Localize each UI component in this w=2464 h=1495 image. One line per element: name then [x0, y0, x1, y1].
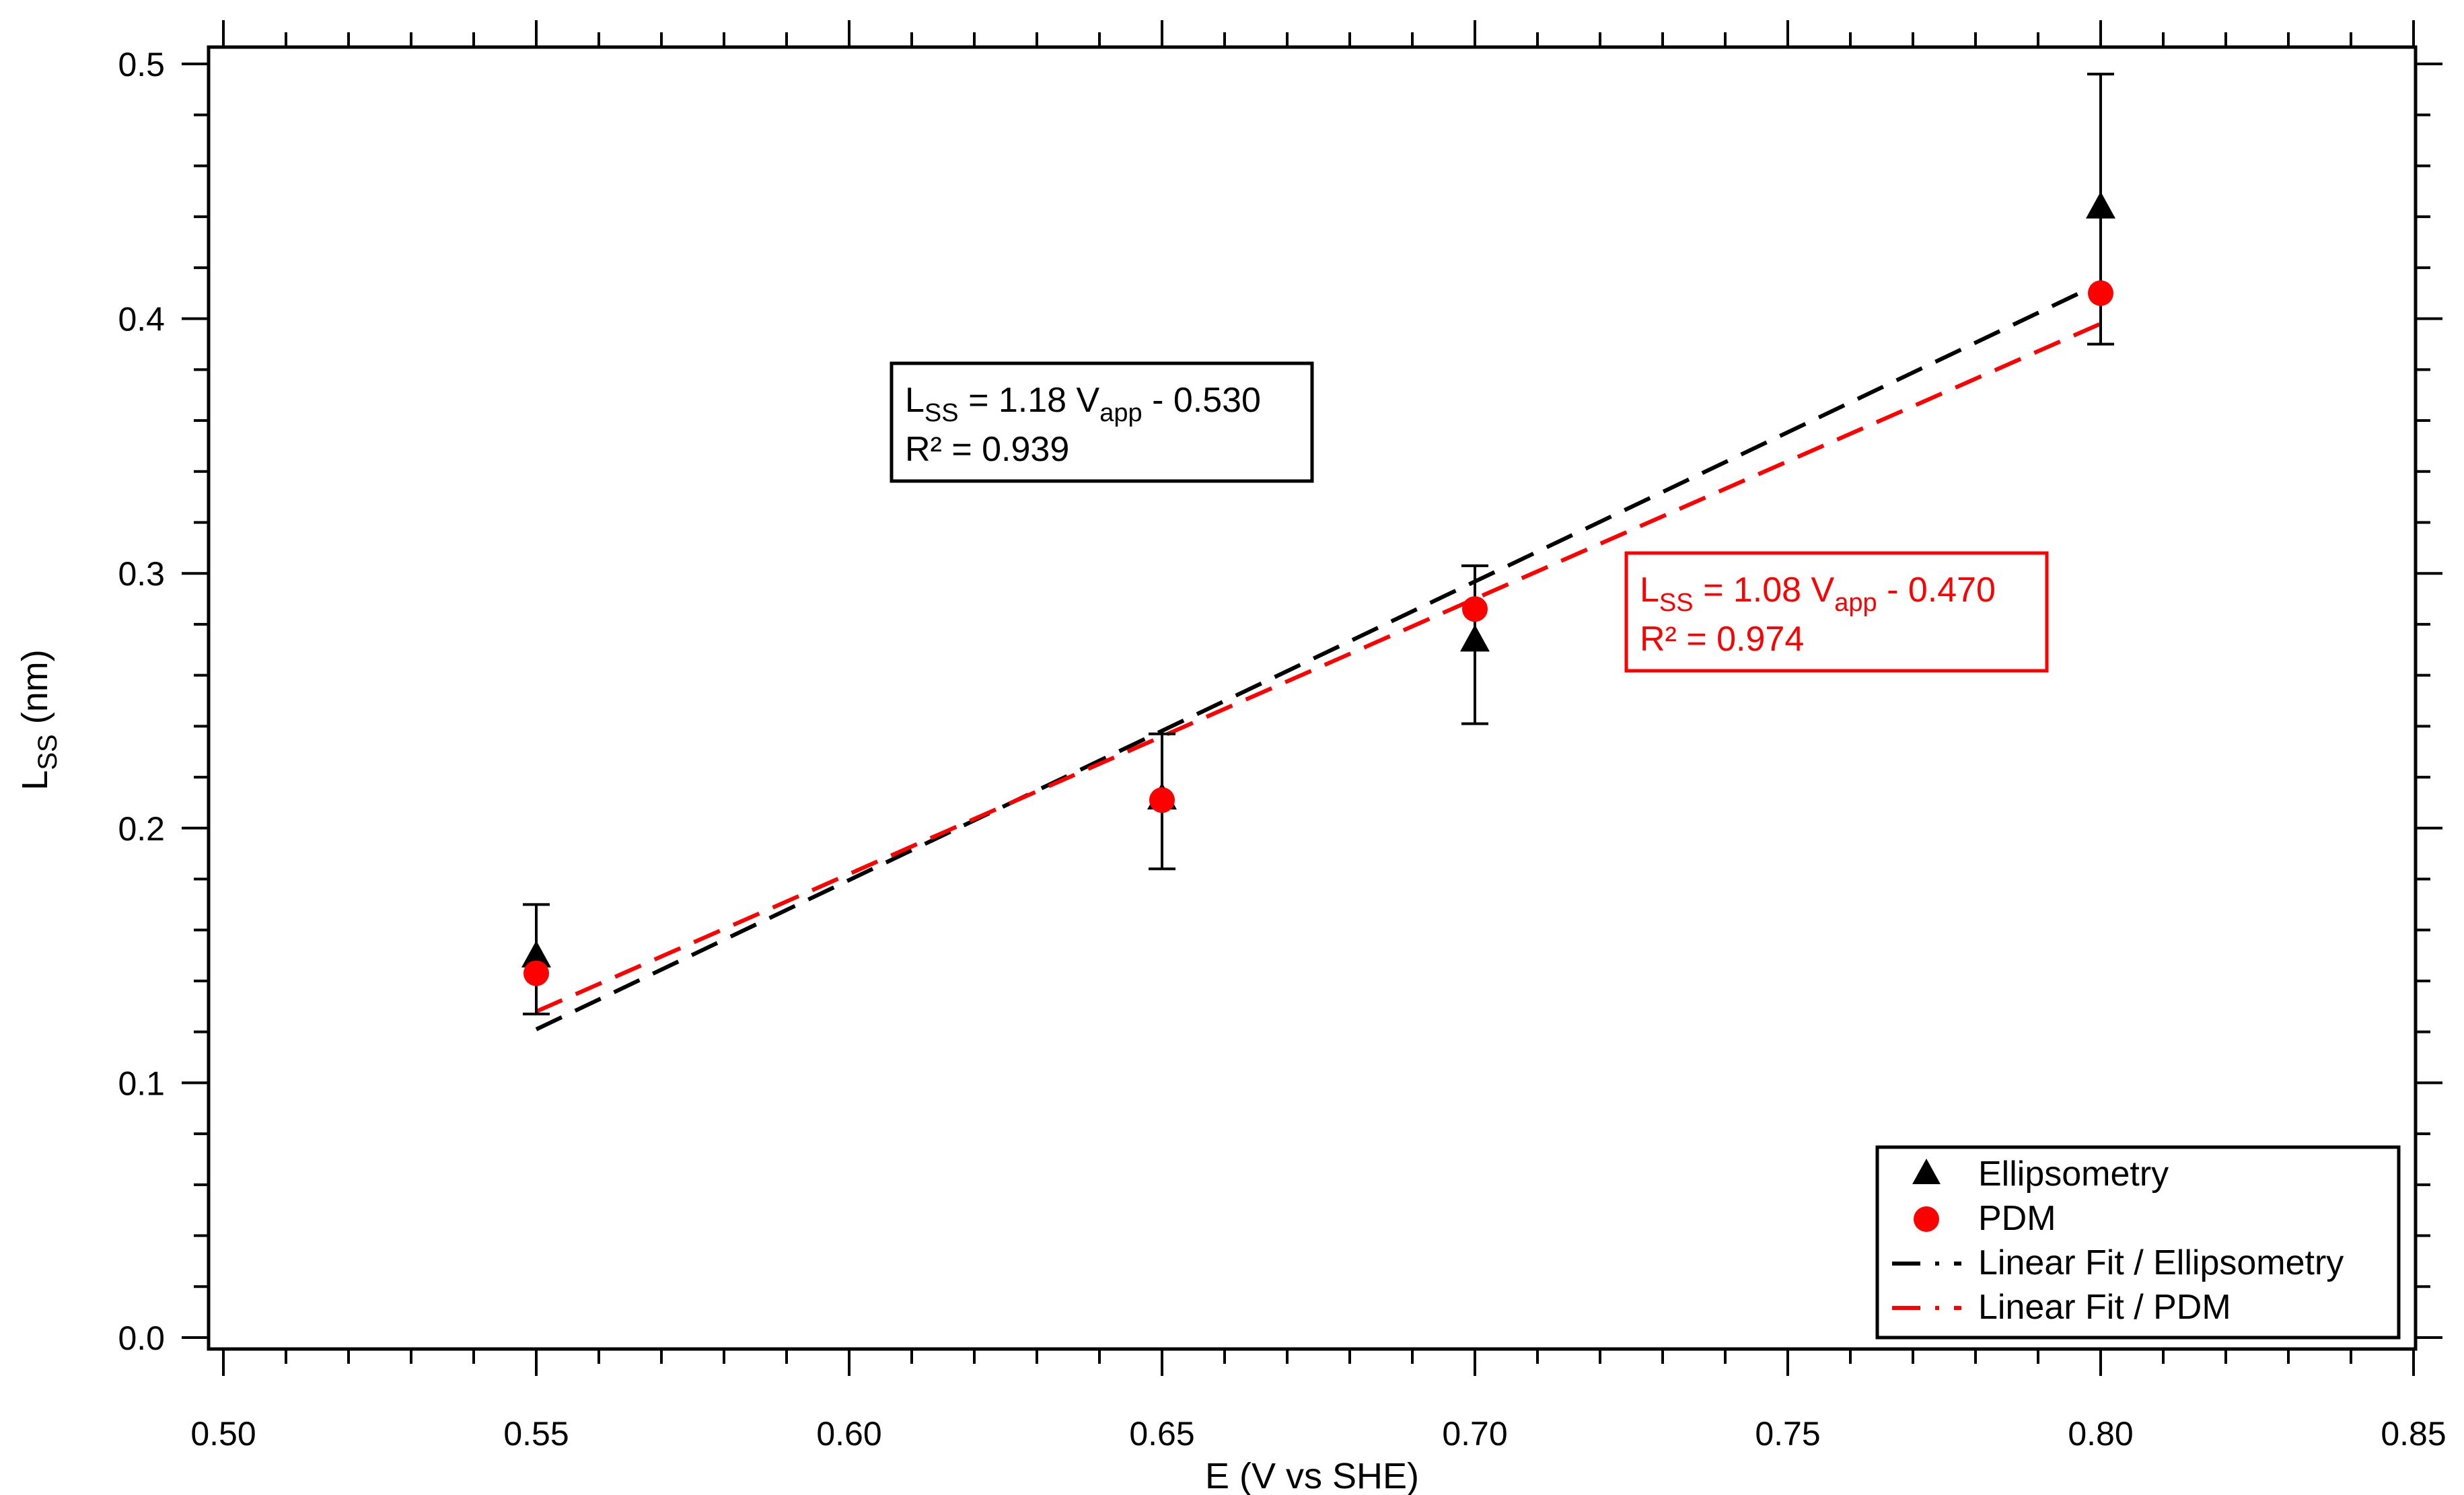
x-tick-label: 0.50: [190, 1415, 256, 1453]
legend-fit-pdm-label: Linear Fit / PDM: [1978, 1288, 2231, 1327]
annotation-pdm: LSS = 1.08 Vapp - 0.470 R² = 0.974: [1624, 551, 2049, 673]
y-tick-label: 0.0: [118, 1319, 165, 1357]
pdm-point: [2088, 280, 2113, 306]
annotation-ellipsometry-r2: R² = 0.939: [905, 430, 1069, 469]
x-tick-label: 0.70: [1442, 1415, 1507, 1453]
error-bars: [523, 73, 2114, 1016]
ellipsometry-point: [1460, 624, 1490, 652]
annotation-pdm-equation: LSS = 1.08 Vapp - 0.470: [1640, 571, 1996, 617]
x-tick-label: 0.55: [503, 1415, 569, 1453]
x-axis-label: E (V vs SHE): [1205, 1456, 1419, 1495]
fit-line-ellipsometry: [535, 281, 2102, 1031]
legend-fit-ellipsometry-label: Linear Fit / Ellipsometry: [1978, 1243, 2344, 1282]
pdm-point: [523, 960, 549, 986]
annotation-ellipsometry-equation: LSS = 1.18 Vapp - 0.530: [905, 381, 1261, 427]
annotation-pdm-box: [1624, 551, 2049, 673]
annotation-ellipsometry-box: [890, 361, 1314, 483]
legend-pdm-label: PDM: [1978, 1199, 2056, 1238]
x-tick-label: 0.85: [2381, 1415, 2446, 1453]
ellipsometry-point: [2086, 191, 2115, 219]
data-points: [521, 191, 2115, 986]
fit-line-pdm: [535, 322, 2102, 1014]
pdm-point: [1462, 596, 1488, 622]
x-tick-label: 0.65: [1129, 1415, 1194, 1453]
legend-box: [1875, 1145, 2401, 1340]
legend-ellipsometry-marker: [1912, 1159, 1941, 1184]
legend: Ellipsometry PDM Linear Fit / Ellipsomet…: [1875, 1145, 2401, 1340]
annotation-ellipsometry: LSS = 1.18 Vapp - 0.530 R² = 0.939: [890, 361, 1314, 483]
legend-pdm-marker: [1914, 1206, 1939, 1232]
y-axis-label: LSS (nm): [15, 649, 63, 790]
y-tick-label: 0.3: [118, 555, 165, 593]
legend-ellipsometry-label: Ellipsometry: [1978, 1155, 2169, 1194]
y-tick-label: 0.2: [118, 810, 165, 848]
fit-lines: [535, 281, 2102, 1031]
x-tick-label: 0.80: [2068, 1415, 2133, 1453]
axis-ticks: [182, 20, 2442, 1376]
x-tick-label: 0.75: [1755, 1415, 1820, 1453]
annotation-pdm-r2: R² = 0.974: [1640, 620, 1804, 659]
y-tick-label: 0.4: [118, 301, 165, 338]
y-tick-label: 0.1: [118, 1064, 165, 1102]
pdm-point: [1149, 787, 1175, 813]
ellipsometry-point: [521, 940, 551, 968]
x-tick-label: 0.60: [816, 1415, 881, 1453]
plot-frame: [207, 45, 2418, 1351]
tick-labels: 0.50 0.55 0.60 0.65 0.70 0.75 0.80 0.85 0.0 0.1 0.…: [118, 46, 2446, 1453]
y-tick-label: 0.5: [118, 46, 165, 83]
